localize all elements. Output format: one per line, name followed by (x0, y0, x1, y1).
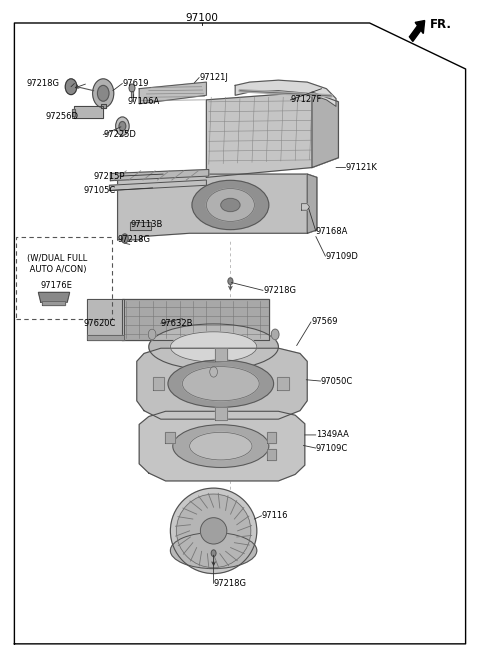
Ellipse shape (173, 425, 269, 468)
Text: 97632B: 97632B (161, 319, 193, 328)
Ellipse shape (190, 432, 252, 460)
Text: 97620C: 97620C (84, 319, 116, 328)
Polygon shape (166, 432, 175, 443)
Text: 97168A: 97168A (316, 227, 348, 236)
Text: 97121K: 97121K (346, 163, 377, 172)
Polygon shape (101, 104, 106, 108)
Polygon shape (409, 20, 425, 41)
Text: 97569: 97569 (311, 317, 337, 327)
Polygon shape (277, 377, 289, 390)
Text: 97256D: 97256D (46, 112, 79, 122)
Ellipse shape (206, 189, 254, 221)
Circle shape (97, 85, 109, 101)
Polygon shape (301, 204, 310, 210)
Polygon shape (139, 411, 305, 481)
Circle shape (65, 79, 77, 95)
Polygon shape (235, 80, 336, 106)
Text: 97127F: 97127F (290, 95, 322, 104)
Polygon shape (215, 407, 227, 420)
Polygon shape (312, 92, 338, 168)
Polygon shape (215, 348, 227, 361)
Text: 97218G: 97218G (26, 79, 60, 88)
Polygon shape (137, 348, 307, 419)
Text: 97050C: 97050C (321, 376, 353, 386)
Text: 97105C: 97105C (84, 186, 116, 195)
Ellipse shape (149, 324, 278, 370)
Polygon shape (122, 299, 269, 340)
Polygon shape (72, 109, 75, 116)
Polygon shape (118, 174, 317, 240)
Text: 97109C: 97109C (316, 443, 348, 453)
Ellipse shape (192, 181, 269, 230)
Text: 97215P: 97215P (94, 171, 125, 181)
Polygon shape (110, 170, 209, 181)
Ellipse shape (170, 332, 257, 362)
Polygon shape (307, 174, 317, 233)
Circle shape (119, 122, 126, 131)
Text: 97176E: 97176E (41, 281, 72, 290)
Text: 97100: 97100 (185, 13, 218, 24)
Ellipse shape (170, 532, 257, 568)
Ellipse shape (182, 367, 259, 401)
Ellipse shape (168, 360, 274, 407)
Text: 97218G: 97218G (214, 579, 247, 588)
Ellipse shape (170, 488, 257, 574)
Polygon shape (130, 222, 151, 230)
Text: 97109D: 97109D (325, 252, 358, 261)
Text: 97619: 97619 (122, 79, 149, 88)
Polygon shape (42, 301, 65, 305)
Polygon shape (109, 180, 206, 191)
Bar (16, 237, 112, 319)
Text: FR.: FR. (430, 18, 452, 31)
Polygon shape (153, 377, 164, 390)
Polygon shape (87, 299, 124, 335)
Circle shape (228, 278, 233, 284)
Ellipse shape (200, 518, 227, 544)
Circle shape (121, 234, 128, 243)
Text: 97121J: 97121J (199, 73, 228, 82)
Text: 97106A: 97106A (127, 97, 159, 106)
Polygon shape (131, 91, 133, 97)
Polygon shape (206, 92, 338, 177)
Circle shape (129, 84, 135, 92)
Text: 97218G: 97218G (118, 235, 151, 244)
Polygon shape (139, 82, 206, 104)
Polygon shape (74, 106, 103, 118)
Circle shape (211, 550, 216, 556)
Text: 97218G: 97218G (263, 286, 296, 295)
Text: (W/DUAL FULL
 AUTO A/CON): (W/DUAL FULL AUTO A/CON) (26, 254, 87, 274)
Circle shape (93, 79, 114, 108)
Text: 1349AA: 1349AA (316, 430, 348, 440)
Polygon shape (266, 432, 276, 443)
Polygon shape (87, 335, 124, 340)
Polygon shape (266, 449, 276, 460)
Text: 97113B: 97113B (131, 220, 163, 229)
Ellipse shape (221, 198, 240, 212)
Ellipse shape (176, 494, 251, 568)
Polygon shape (38, 292, 70, 302)
Circle shape (116, 117, 129, 135)
Circle shape (148, 329, 156, 340)
Circle shape (271, 329, 279, 340)
Circle shape (210, 367, 217, 377)
Text: 97225D: 97225D (103, 130, 136, 139)
Text: 97116: 97116 (262, 511, 288, 520)
